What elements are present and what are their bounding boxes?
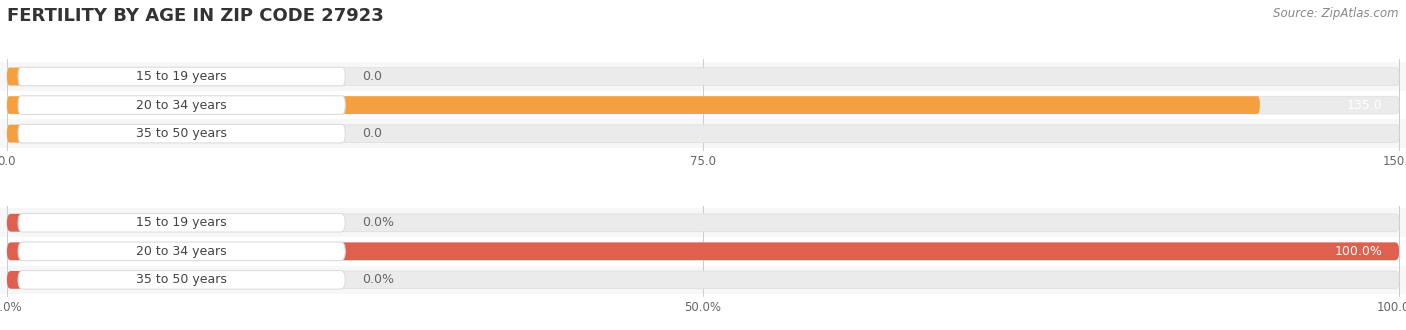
FancyBboxPatch shape <box>7 214 83 232</box>
Text: 35 to 50 years: 35 to 50 years <box>136 273 228 286</box>
FancyBboxPatch shape <box>18 96 346 115</box>
Text: 0.0: 0.0 <box>361 127 382 140</box>
Bar <box>0 266 1406 294</box>
Bar <box>0 91 1406 119</box>
Text: FERTILITY BY AGE IN ZIP CODE 27923: FERTILITY BY AGE IN ZIP CODE 27923 <box>7 7 384 25</box>
FancyBboxPatch shape <box>18 214 346 232</box>
Text: 15 to 19 years: 15 to 19 years <box>136 70 226 83</box>
Bar <box>0 62 1406 91</box>
FancyBboxPatch shape <box>18 242 346 261</box>
FancyBboxPatch shape <box>18 124 346 143</box>
Bar <box>0 237 1406 266</box>
Text: 0.0%: 0.0% <box>361 273 394 286</box>
FancyBboxPatch shape <box>18 67 346 86</box>
Text: 20 to 34 years: 20 to 34 years <box>136 99 226 112</box>
Text: Source: ZipAtlas.com: Source: ZipAtlas.com <box>1274 7 1399 19</box>
FancyBboxPatch shape <box>7 125 83 143</box>
Text: 135.0: 135.0 <box>1347 99 1382 112</box>
FancyBboxPatch shape <box>7 68 83 85</box>
Text: 0.0: 0.0 <box>361 70 382 83</box>
FancyBboxPatch shape <box>7 214 1399 232</box>
FancyBboxPatch shape <box>7 271 1399 289</box>
FancyBboxPatch shape <box>7 96 1260 114</box>
FancyBboxPatch shape <box>7 96 1399 114</box>
Text: 15 to 19 years: 15 to 19 years <box>136 216 226 229</box>
Bar <box>0 119 1406 148</box>
FancyBboxPatch shape <box>7 243 1399 260</box>
Text: 100.0%: 100.0% <box>1334 245 1382 258</box>
Bar <box>0 209 1406 237</box>
FancyBboxPatch shape <box>7 125 1399 143</box>
FancyBboxPatch shape <box>7 271 83 289</box>
FancyBboxPatch shape <box>7 68 1399 85</box>
FancyBboxPatch shape <box>7 243 1399 260</box>
Text: 35 to 50 years: 35 to 50 years <box>136 127 228 140</box>
Text: 0.0%: 0.0% <box>361 216 394 229</box>
Text: 20 to 34 years: 20 to 34 years <box>136 245 226 258</box>
FancyBboxPatch shape <box>18 271 346 289</box>
